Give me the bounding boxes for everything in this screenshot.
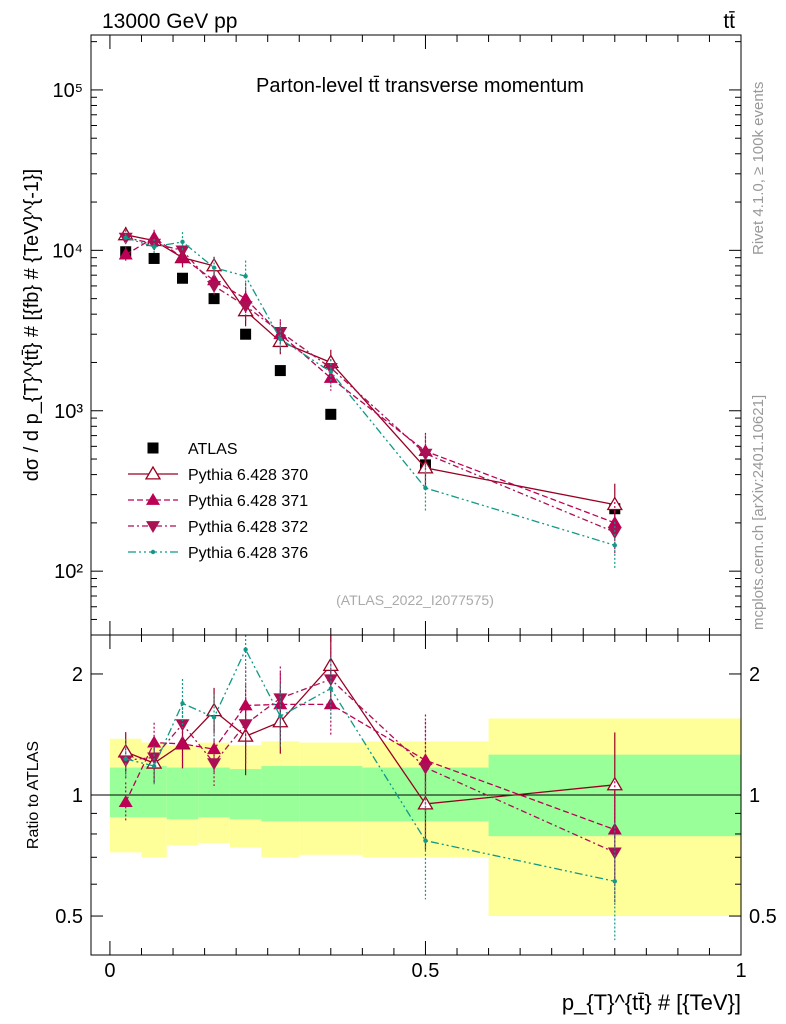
ratio-series-p376 [123, 635, 617, 941]
ratio-y-tick-label: 0.5 [55, 906, 83, 928]
legend-label-p370: Pythia 6.428 370 [188, 467, 308, 484]
point-p371 [607, 515, 622, 528]
ratio-point-p376 [328, 686, 334, 691]
band-inner [299, 766, 363, 822]
point-p376 [151, 244, 157, 250]
point-p372 [607, 527, 622, 540]
ratio-point-p372 [207, 758, 222, 771]
ratio-point-p376 [243, 647, 248, 652]
band-inner [109, 767, 142, 818]
point-data [177, 272, 189, 284]
point-p372 [207, 281, 222, 293]
point-p376 [243, 273, 248, 279]
y-tick-label: 10⁴ [52, 240, 83, 262]
ratio-frame [90, 634, 742, 956]
rivet-label: Rivet 4.1.0, ≥ 100k events [750, 82, 767, 255]
point-data [208, 293, 220, 305]
band-inner [261, 766, 300, 822]
ratio-point-p370 [205, 702, 223, 717]
x-axis-label: p_{T}^{tt̄} # [{TeV}] [562, 990, 741, 1015]
point-p376 [278, 336, 283, 342]
legend-label-p372: Pythia 6.428 372 [188, 519, 308, 536]
ratio-y-tick-label: 2 [72, 664, 83, 686]
series-line-p370 [125, 234, 615, 506]
ratio-point-p372 [118, 755, 133, 768]
legend-label-data: ATLAS [188, 441, 238, 458]
ratio-point-p372 [323, 674, 338, 687]
point-p376 [612, 543, 617, 548]
point-p376 [423, 485, 428, 491]
ratio-point-p376 [278, 714, 283, 719]
point-p372 [418, 448, 433, 461]
main-watermark: (ATLAS_2022_I2077575) [336, 592, 494, 608]
legend-marker-p372 [146, 521, 160, 533]
legend: ATLAS Pythia 6.428 370 Pythia 6.428 371 Pyt… [128, 441, 308, 562]
ratio-axes: 0.5 0.5 1 1 2 2 0 0.5 1 [55, 635, 777, 982]
ratio-point-p376 [151, 763, 157, 769]
point-p376 [123, 235, 128, 240]
x-tick-label: 0 [104, 960, 115, 982]
ratio-point-p376 [123, 756, 128, 762]
x-tick-label: 0.5 [412, 960, 440, 982]
point-p376 [180, 239, 185, 245]
ratio-panel: 0.5 0.5 1 1 2 2 0 0.5 1 Ratio to ATLAS p_{T}^{tt… [25, 634, 777, 1015]
point-p372 [238, 301, 253, 313]
ratio-point-p371 [207, 742, 222, 755]
ratio-point-p371 [238, 698, 253, 711]
main-panel: 10² 10³ 10⁴ 10⁵ Parton-level tt̄ transverse… [21, 34, 742, 636]
ratio-y-tick-label-right: 0.5 [749, 906, 777, 928]
point-p372 [175, 245, 190, 258]
point-data [148, 252, 160, 264]
ratio-y-tick-label: 1 [72, 785, 83, 807]
band-inner [166, 767, 199, 820]
legend-label-p376: Pythia 6.428 376 [188, 545, 308, 562]
legend-marker-p370 [144, 465, 162, 480]
point-data [240, 328, 252, 340]
header-right: tt̄ [723, 10, 735, 33]
legend-marker-p371 [146, 493, 160, 505]
y-tick-label: 10⁵ [52, 80, 83, 102]
ratio-point-p376 [423, 838, 428, 843]
point-data [274, 365, 286, 377]
series-line-p372 [125, 237, 616, 533]
ratio-point-p372 [238, 719, 253, 732]
legend-label-p371: Pythia 6.428 371 [188, 493, 308, 510]
ratio-point-p372 [273, 693, 288, 706]
main-title: Parton-level tt̄ transverse momentum [256, 75, 584, 97]
legend-marker-p376 [150, 549, 156, 555]
ratio-point-p371 [147, 735, 162, 748]
ratio-ylabel: Ratio to ATLAS [25, 741, 42, 849]
ratio-point-p372 [175, 719, 190, 732]
main-axes: 10² 10³ 10⁴ 10⁵ [52, 35, 742, 636]
point-p376 [211, 265, 217, 270]
ratio-y-tick-label-right: 1 [749, 785, 760, 807]
mcplots-label: mcplots.cern.ch [arXiv:2401.10621] [750, 395, 767, 630]
y-tick-label: 10² [54, 561, 83, 583]
point-p371 [118, 247, 133, 260]
ratio-point-p371 [323, 697, 338, 710]
ratio-point-p372 [418, 762, 433, 775]
band-inner [198, 767, 230, 818]
ratio-point-p376 [211, 715, 217, 720]
main-series [117, 226, 623, 569]
ratio-point-p376 [180, 701, 185, 706]
ratio-point-p376 [612, 879, 617, 884]
band-inner [229, 769, 262, 820]
ratio-point-p371 [175, 736, 190, 749]
series-p376 [123, 229, 617, 569]
point-data [325, 408, 337, 420]
y-tick-label: 10³ [54, 401, 83, 423]
main-ylabel: dσ / d p_{T}^{tt̄} # [{fb} # {TeV}^{-1}] [21, 169, 43, 481]
header-left: 13000 GeV pp [102, 10, 237, 33]
ratio-series [117, 635, 623, 941]
point-p376 [328, 369, 334, 374]
point-p371 [238, 291, 253, 304]
ratio-y-tick-label-right: 2 [749, 664, 760, 686]
ratio-point-p372 [607, 847, 622, 860]
x-tick-label: 1 [735, 960, 746, 982]
ratio-point-p371 [118, 795, 133, 808]
legend-marker-data [147, 442, 159, 454]
point-p372 [273, 327, 288, 339]
